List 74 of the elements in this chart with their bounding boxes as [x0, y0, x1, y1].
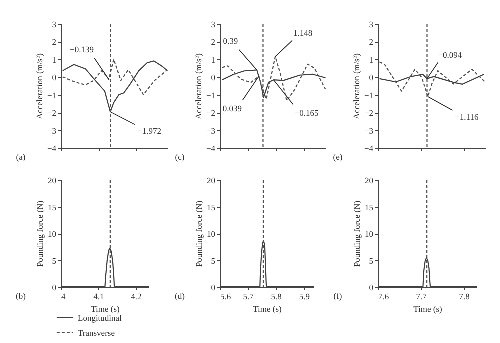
y-tick-label: 1 — [52, 54, 56, 65]
y-tick-label: −1 — [364, 90, 374, 100]
x-tick-label: 5.6 — [220, 292, 232, 302]
text: (e) — [333, 152, 343, 162]
y-tick-label: −4 — [206, 144, 216, 154]
x-tick-label: 7.8 — [459, 292, 470, 302]
annotation: 1.148 — [294, 28, 313, 38]
y-tick-label: 0 — [52, 282, 56, 292]
y-tick-label: 1 — [369, 54, 374, 65]
y-tick-label: 15 — [365, 202, 374, 212]
y-tick-label: 2 — [369, 37, 374, 48]
y-axis-title: Acceleration (m/s²) — [193, 53, 204, 120]
text: (d) — [175, 291, 186, 301]
y-tick-label: 2 — [52, 37, 56, 48]
x-tick-label: 7.6 — [378, 292, 390, 302]
y-tick-label: 0 — [211, 282, 216, 292]
y-tick-label: 10 — [48, 229, 56, 239]
legend-label: Longitudinal — [78, 313, 123, 323]
y-axis-title: Acceleration (m/s²) — [34, 53, 44, 120]
x-tick-label: 5.9 — [299, 292, 310, 302]
y-tick-label: −3 — [47, 126, 56, 136]
y-tick-label: 20 — [365, 176, 374, 186]
x-tick-label: 4.1 — [94, 292, 104, 302]
text: (a) — [16, 152, 26, 162]
x-tick-label: 4 — [62, 292, 66, 302]
y-tick-label: −2 — [206, 108, 216, 118]
y-tick-label: 0 — [369, 282, 374, 292]
annotation: 0.039 — [222, 103, 242, 114]
y-tick-label: −4 — [364, 144, 374, 154]
x-tick-label: 5.7 — [243, 292, 254, 302]
legend-label: Transverse — [78, 328, 116, 338]
y-tick-label: 15 — [207, 202, 216, 212]
y-tick-label: 5 — [211, 256, 216, 266]
y-tick-label: −4 — [47, 144, 58, 154]
text: (b) — [16, 291, 26, 301]
annotation: −1.116 — [455, 112, 479, 122]
annotation: −0.094 — [438, 50, 463, 60]
y-tick-label: −1 — [206, 90, 216, 100]
y-axis-title: Pounding force (N) — [194, 200, 204, 268]
x-tick-label: 5.8 — [271, 292, 282, 302]
annotation: 0.39 — [223, 36, 238, 46]
y-tick-label: −2 — [364, 108, 374, 118]
y-axis-title: Acceleration (m/s²) — [351, 53, 362, 120]
y-tick-label: 5 — [369, 256, 374, 266]
y-tick-label: 3 — [211, 20, 216, 30]
y-tick-label: 20 — [48, 176, 56, 186]
annotation: −1.972 — [138, 126, 162, 136]
annotation: −0.165 — [294, 108, 319, 118]
y-tick-label: 1 — [211, 54, 216, 65]
y-tick-label: −3 — [364, 126, 374, 136]
y-tick-label: −3 — [206, 126, 216, 136]
annotation: −0.139 — [70, 44, 94, 55]
y-tick-label: 10 — [365, 229, 374, 239]
x-axis-title: Time (s) — [414, 304, 443, 314]
y-tick-label: −1 — [47, 90, 56, 100]
y-tick-label: 0 — [369, 72, 374, 83]
y-axis-title: Pounding force (N) — [35, 200, 45, 268]
y-tick-label: 15 — [48, 202, 56, 212]
x-tick-label: 4.2 — [131, 292, 142, 302]
y-tick-label: 0 — [211, 72, 216, 83]
y-tick-label: 3 — [52, 20, 56, 30]
x-axis-title: Time (s) — [253, 304, 282, 314]
y-tick-label: 3 — [369, 20, 374, 30]
y-axis-title: Pounding force (N) — [352, 200, 362, 268]
y-tick-label: 2 — [211, 37, 216, 48]
text: (f) — [334, 291, 342, 301]
y-tick-label: 10 — [207, 229, 216, 239]
text: (c) — [175, 152, 185, 162]
x-axis-title: Time (s) — [91, 304, 120, 314]
y-tick-label: 0 — [52, 72, 56, 83]
x-tick-label: 7.7 — [416, 292, 427, 302]
y-tick-label: −2 — [47, 108, 56, 118]
y-tick-label: 5 — [52, 256, 56, 266]
y-tick-label: 20 — [207, 176, 216, 186]
